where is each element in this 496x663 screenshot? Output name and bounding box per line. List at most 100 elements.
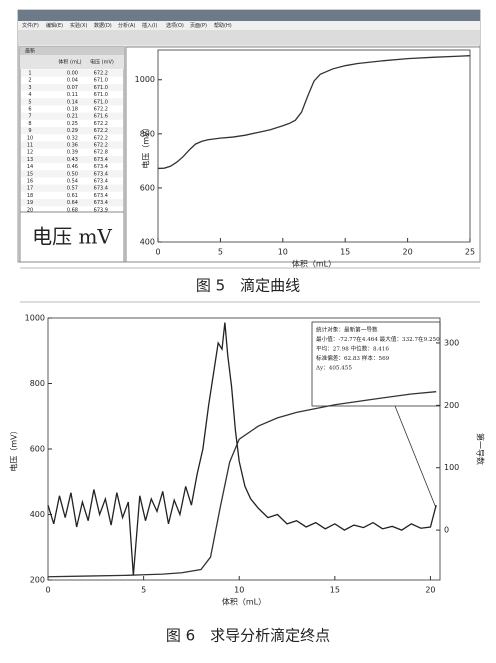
y-tick-label: 600 bbox=[30, 445, 45, 454]
row-bg bbox=[21, 112, 123, 120]
row-bg bbox=[21, 170, 123, 178]
annotation-line: Δy：405.455 bbox=[316, 366, 352, 372]
table-cell: 672.2 bbox=[94, 128, 108, 134]
menu-item: 页面(P) bbox=[190, 23, 207, 29]
table-cell: 0.18 bbox=[67, 107, 78, 113]
table-cell: 673.9 bbox=[94, 207, 108, 213]
y2-tick-label: 0 bbox=[444, 526, 449, 535]
annotation-line: 标准偏差：62.83 样本：569 bbox=[316, 354, 390, 362]
x-axis-label: 体积（mL） bbox=[222, 597, 266, 607]
x-tick-label: 0 bbox=[155, 248, 160, 257]
y2-tick-label: 200 bbox=[444, 401, 459, 410]
x-tick-label: 20 bbox=[425, 586, 435, 595]
table-cell: 12 bbox=[27, 150, 33, 156]
table-cell: 15 bbox=[27, 171, 33, 177]
data-line bbox=[47, 322, 437, 576]
meter-label: 电压 mV bbox=[32, 225, 112, 249]
table-cell: 0.54 bbox=[67, 179, 78, 185]
table-cell: 0.14 bbox=[67, 99, 78, 105]
table-cell: 18 bbox=[27, 193, 33, 199]
table-cell: 672.2 bbox=[94, 107, 108, 113]
y-tick-label: 200 bbox=[30, 576, 45, 585]
row-bg bbox=[21, 69, 123, 77]
table-cell: 0.07 bbox=[67, 85, 78, 91]
y-tick-label: 1000 bbox=[25, 314, 45, 323]
table-cell: 13 bbox=[27, 157, 33, 163]
table-cell: 673.4 bbox=[94, 186, 108, 192]
y2-axis-label: 第一导数 bbox=[476, 433, 486, 465]
y-tick-label: 1000 bbox=[135, 75, 155, 84]
table-cell: 672.8 bbox=[94, 150, 108, 156]
menu-item: 编辑(E) bbox=[46, 22, 63, 29]
table-title: 最新 bbox=[25, 48, 35, 55]
annotation-line: 平均：27.98 中位数：8.416 bbox=[316, 345, 389, 353]
table-cell: 672.2 bbox=[94, 143, 108, 149]
x-tick-label: 20 bbox=[403, 248, 413, 257]
table-cell: 19 bbox=[27, 200, 33, 206]
table-cell: 671.0 bbox=[94, 85, 108, 91]
table-cell: 0.43 bbox=[67, 157, 78, 163]
menu-item: 帮助(H) bbox=[214, 22, 232, 29]
table-cell: 4 bbox=[28, 92, 31, 98]
y-axis-label: 电压（mV） bbox=[141, 123, 151, 168]
data-line bbox=[157, 55, 471, 170]
table-cell: 0.50 bbox=[67, 171, 78, 177]
menu-bar bbox=[18, 21, 480, 30]
x-tick-label: 5 bbox=[218, 248, 223, 257]
menu-item: 文件(F) bbox=[22, 22, 39, 29]
annotation-leader bbox=[394, 405, 437, 509]
row-bg bbox=[21, 83, 123, 91]
y-tick-label: 400 bbox=[140, 238, 155, 247]
row-bg bbox=[21, 127, 123, 135]
y-tick-label: 800 bbox=[140, 129, 155, 138]
table-cell: 0.46 bbox=[67, 164, 78, 170]
toolbar bbox=[18, 30, 480, 45]
table-cell: 2 bbox=[28, 78, 31, 84]
row-bg bbox=[21, 199, 123, 207]
table-cell: 9 bbox=[28, 128, 31, 134]
table-cell: 0.11 bbox=[67, 92, 78, 98]
data-line bbox=[47, 391, 437, 578]
y-axis-label: 电压（mV） bbox=[9, 426, 19, 471]
y2-tick-label: 300 bbox=[444, 338, 459, 347]
table-cell: 0.25 bbox=[67, 121, 78, 127]
y-tick-label: 800 bbox=[30, 379, 45, 388]
table-cell: 672.2 bbox=[94, 121, 108, 127]
row-bg bbox=[21, 155, 123, 163]
y2-tick-label: 100 bbox=[444, 463, 459, 472]
table-cell: 0.39 bbox=[67, 150, 78, 156]
menu-item: 插入(I) bbox=[142, 22, 157, 29]
menu-item: 数据(D) bbox=[94, 22, 112, 29]
table-cell: 673.4 bbox=[94, 193, 108, 199]
table-cell: 671.0 bbox=[94, 99, 108, 105]
table-cell: 672.2 bbox=[94, 71, 108, 77]
menu-item: 实验(X) bbox=[70, 22, 87, 29]
table-cell: 0.04 bbox=[67, 78, 78, 84]
x-tick-label: 10 bbox=[234, 586, 244, 595]
table-cell: 14 bbox=[27, 164, 33, 170]
table-cell: 673.4 bbox=[94, 179, 108, 185]
table-cell: 0.64 bbox=[67, 200, 78, 206]
x-tick-label: 15 bbox=[330, 586, 340, 595]
table-cell: 7 bbox=[28, 114, 31, 120]
table-cell: 673.4 bbox=[94, 171, 108, 177]
table-cell: 0.29 bbox=[67, 128, 78, 134]
menu-item: 选项(O) bbox=[166, 22, 184, 29]
table-cell: 1 bbox=[28, 71, 31, 77]
x-axis-label: 体积（mL） bbox=[292, 259, 336, 269]
title-bar bbox=[18, 10, 480, 21]
column-header: 电压 (mV) bbox=[90, 59, 114, 66]
figure-caption: 图 5 滴定曲线 bbox=[196, 277, 300, 295]
menu-item: 分析(A) bbox=[118, 22, 135, 29]
table-cell: 11 bbox=[27, 143, 33, 149]
table-cell: 17 bbox=[27, 186, 33, 192]
x-tick-label: 25 bbox=[465, 248, 475, 257]
annotation-line: 统计对象：最新第一导数 bbox=[316, 326, 378, 334]
column-header: 体积 (mL) bbox=[58, 59, 81, 66]
table-cell: 0.68 bbox=[67, 207, 78, 213]
x-tick-label: 5 bbox=[141, 586, 146, 595]
table-cell: 0.61 bbox=[67, 193, 78, 199]
annotation-box bbox=[311, 321, 441, 407]
row-bg bbox=[21, 141, 123, 149]
